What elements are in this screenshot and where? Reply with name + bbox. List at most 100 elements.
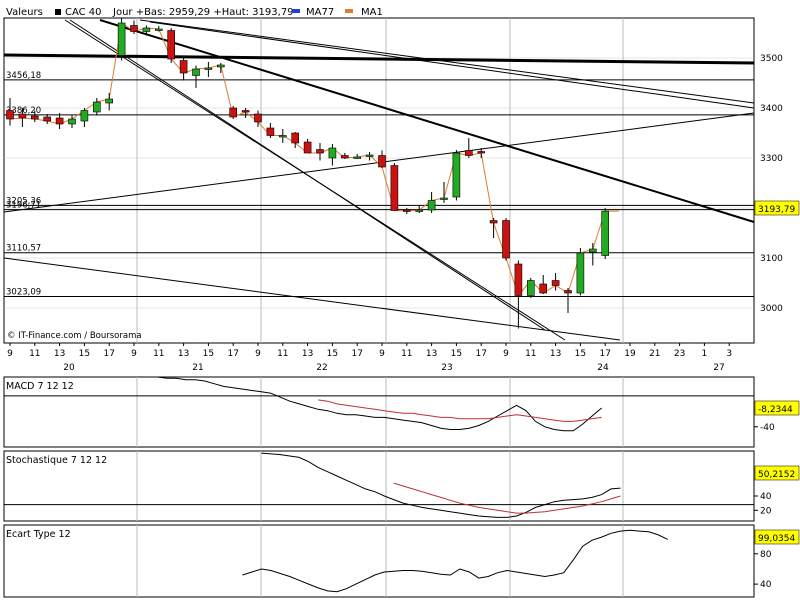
macd-lines xyxy=(148,376,602,432)
candle-body xyxy=(440,197,448,200)
macd-value: -8,2344 xyxy=(758,405,793,415)
ecart-type-frame xyxy=(3,524,755,598)
day-label: 24 xyxy=(597,363,609,373)
indicator-series-line xyxy=(148,376,602,432)
time-tick-label: 15 xyxy=(575,349,586,359)
price-tick-label: 3100 xyxy=(760,254,783,264)
ecart-type-lines xyxy=(242,529,669,593)
candle-body xyxy=(415,209,424,212)
candle-body xyxy=(179,60,188,74)
valeurs-label[interactable]: Valeurs xyxy=(6,7,43,18)
time-tick-label: 17 xyxy=(351,349,362,359)
candle-body xyxy=(390,165,399,211)
time-tick-label: 13 xyxy=(302,349,313,359)
stochastic-value-box xyxy=(754,465,800,481)
price-range-text: Jour +Bas: 2959,29 +Haut: 3193,79 xyxy=(112,7,294,18)
candle-body xyxy=(378,155,386,168)
day-label: 21 xyxy=(192,363,203,373)
candle-body xyxy=(105,98,113,104)
day-label: 23 xyxy=(441,363,452,373)
time-tick-label: 15 xyxy=(79,349,90,359)
macd-panel: MACD 7 12 12 -40 -8,2344 xyxy=(3,376,800,448)
time-tick-label: 13 xyxy=(550,349,561,359)
ma77-label: MA77 xyxy=(306,7,334,18)
time-tick-label: 15 xyxy=(327,349,338,359)
candle-body xyxy=(477,151,486,154)
time-tick-label: 17 xyxy=(599,349,610,359)
time-tick-label: 9 xyxy=(379,349,385,359)
instrument-name: CAC 40 xyxy=(65,7,102,18)
candle-body xyxy=(526,280,535,296)
candle-body xyxy=(93,101,101,113)
time-tick-label: 17 xyxy=(103,349,114,359)
candle-body xyxy=(130,25,138,32)
candle-body xyxy=(365,154,374,157)
indicator-tick-label: 80 xyxy=(760,550,772,560)
price-level-label: 3110,57 xyxy=(6,244,41,254)
candle-body xyxy=(241,110,250,113)
candle-body xyxy=(564,290,572,294)
stochastic-lines xyxy=(261,452,621,518)
last-price-value: 3193,79 xyxy=(758,205,795,215)
day-label: 20 xyxy=(63,363,75,373)
price-tick-label: 3500 xyxy=(760,54,783,64)
day-label: 22 xyxy=(316,363,327,373)
time-tick-label: 3 xyxy=(726,349,732,359)
candle-body xyxy=(291,132,300,144)
candle-body xyxy=(601,210,610,256)
last-price-box xyxy=(754,200,800,216)
indicator-tick-label: 40 xyxy=(760,580,772,590)
price-tick-label: 3300 xyxy=(760,154,783,164)
time-tick-label: 9 xyxy=(7,349,13,359)
candle-body xyxy=(502,220,510,259)
time-tick-label: 11 xyxy=(277,349,288,359)
ecart-type-panel: Ecart Type 12 80 40 99,0354 xyxy=(3,524,800,598)
ecart-type-title: Ecart Type 12 xyxy=(6,529,71,540)
time-tick-label: 11 xyxy=(525,349,536,359)
candle-body xyxy=(229,107,237,118)
trend-line-support-falling xyxy=(3,257,621,341)
ma1-label: MA1 xyxy=(361,7,383,18)
price-level-label: 3386,20 xyxy=(6,106,41,116)
candle-body xyxy=(303,141,312,154)
stochastic-grid xyxy=(4,451,754,521)
stochastic-frame xyxy=(3,450,755,522)
trend-line-channel-inner xyxy=(69,19,546,331)
candle-body xyxy=(142,27,151,32)
candle-body xyxy=(452,152,461,198)
price-panel-frame xyxy=(3,17,755,344)
indicator-tick-label: -40 xyxy=(760,423,775,433)
time-tick-label: 13 xyxy=(178,349,189,359)
time-tick-label: 21 xyxy=(649,349,660,359)
trend-line-horizontal-thick xyxy=(3,53,755,65)
candle-body xyxy=(254,113,262,123)
time-tick-label: 11 xyxy=(401,349,412,359)
time-tick-label: 9 xyxy=(503,349,509,359)
day-label: 27 xyxy=(713,363,724,373)
time-tick-label: 15 xyxy=(451,349,462,359)
ecart-type-grid xyxy=(136,525,624,597)
time-tick-label: 1 xyxy=(702,349,708,359)
candle-body xyxy=(6,110,14,120)
stochastic-title: Stochastique 7 12 12 xyxy=(6,455,107,466)
candle-body xyxy=(576,252,585,294)
macd-title: MACD 7 12 12 xyxy=(6,381,74,392)
price-tick-label: 3000 xyxy=(760,304,783,314)
candle-body xyxy=(55,117,64,125)
ma77-swatch xyxy=(292,9,300,13)
candles xyxy=(6,18,610,329)
time-tick-label: 11 xyxy=(29,349,40,359)
candle-body xyxy=(427,200,436,211)
candle-body xyxy=(68,118,76,125)
candle-body xyxy=(43,116,52,122)
indicator-series-line xyxy=(261,452,621,518)
price-tick-label: 3400 xyxy=(760,104,783,114)
candle-body xyxy=(18,113,27,119)
time-tick-label: 9 xyxy=(131,349,137,359)
time-tick-label: 23 xyxy=(674,349,685,359)
